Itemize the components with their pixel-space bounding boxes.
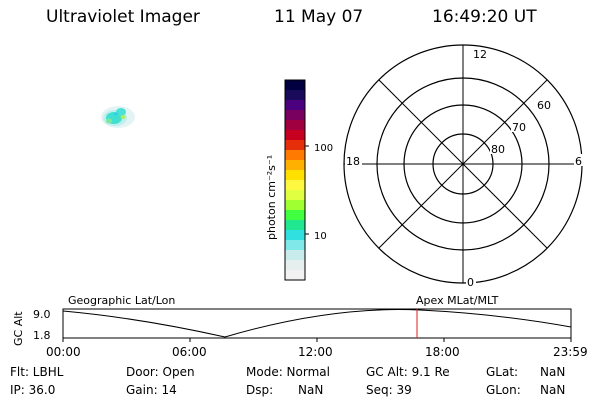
door-status: Door: Open (126, 365, 195, 379)
colorbar-tick-label-100: 100 (314, 143, 333, 154)
colorbar-cell (285, 80, 305, 91)
orbit-left-label: Geographic Lat/Lon (68, 294, 175, 307)
colorbar-cell (285, 220, 305, 231)
instrument-title: Ultraviolet Imager (46, 7, 200, 27)
orbit-y-tick-1.8: 1.8 (33, 329, 51, 342)
colorbar-cell (285, 170, 305, 181)
mlat-label-70: 70 (512, 121, 526, 134)
orbit-plot-frame (62, 308, 572, 339)
glat-label: GLat: (486, 365, 519, 379)
colorbar-cell (285, 180, 305, 191)
auroral-emission-blob (101, 106, 135, 128)
colorbar-cell (285, 100, 305, 111)
orbit-y-label: GC Alt (12, 311, 25, 346)
colorbar-cell (285, 210, 305, 221)
colorbar-unit-label: photon cm⁻²s⁻¹ (265, 155, 278, 240)
filter-status: Flt: LBHL (10, 365, 64, 379)
colorbar-cell (285, 140, 305, 151)
mode-status: Mode: Normal (246, 365, 330, 379)
dsp-value: NaN (298, 383, 324, 397)
colorbar-cell (285, 110, 305, 121)
glon-label: GLon: (486, 383, 521, 397)
colorbar-cell (285, 240, 305, 251)
image-date: 11 May 07 (274, 7, 364, 27)
colorbar-cell (285, 90, 305, 101)
dsp-label: Dsp: (246, 383, 274, 397)
orbit-right-label: Apex MLat/MLT (416, 294, 499, 307)
glon-value: NaN (540, 383, 566, 397)
colorbar-cell (285, 120, 305, 131)
colorbar-tick-label-10: 10 (314, 231, 327, 242)
colorbar-frame (284, 79, 306, 281)
colorbar-cell (285, 130, 305, 141)
colorbar-cell (285, 200, 305, 211)
gc-alt-status: GC Alt: 9.1 Re (366, 365, 450, 379)
altitude-curve (62, 309, 572, 338)
colorbar-cells (285, 80, 305, 281)
orbit-x-tick-00: 00:00 (46, 345, 81, 359)
mlt-label-0: 0 (467, 276, 474, 289)
colorbar-cell (285, 260, 305, 271)
orbit-x-tick-06: 06:00 (172, 345, 207, 359)
colorbar-cell (285, 190, 305, 201)
mlt-label-18: 18 (346, 155, 360, 168)
colorbar-cell (285, 150, 305, 161)
ip-status: IP: 36.0 (10, 383, 56, 397)
mlat-label-80: 80 (491, 143, 505, 156)
orbit-x-tick-24: 23:59 (553, 345, 588, 359)
glat-value: NaN (540, 365, 566, 379)
orbit-x-tick-12: 12:00 (298, 345, 333, 359)
gain-status: Gain: 14 (126, 383, 177, 397)
polar-diagonal-2 (378, 79, 548, 249)
colorbar-cell (285, 230, 305, 241)
colorbar-cell (285, 250, 305, 261)
orbit-x-tick-18: 18:00 (425, 345, 460, 359)
mlt-label-6: 6 (575, 155, 582, 168)
mlat-label-60: 60 (537, 99, 551, 112)
colorbar-cell (285, 160, 305, 171)
colorbar-cell (285, 270, 305, 281)
image-time: 16:49:20 UT (432, 7, 537, 27)
seq-status: Seq: 39 (366, 383, 412, 397)
orbit-y-tick-9: 9.0 (33, 308, 51, 321)
orbit-x-ticks (62, 338, 572, 342)
mlt-label-12: 12 (473, 48, 487, 61)
